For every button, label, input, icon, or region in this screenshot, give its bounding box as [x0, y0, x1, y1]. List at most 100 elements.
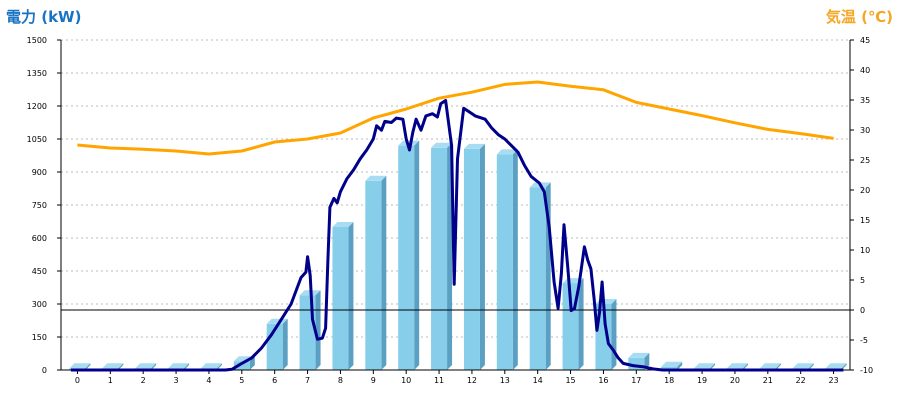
bar-front — [431, 147, 448, 370]
bar-side — [742, 363, 748, 370]
left-tick-label: 450 — [32, 267, 47, 276]
right-tick-label: 10 — [860, 246, 870, 255]
bar-side — [677, 361, 683, 370]
x-tick-label: 16 — [598, 376, 608, 385]
bar-top — [365, 175, 387, 181]
bar-top — [496, 149, 518, 155]
bar-top — [628, 352, 650, 358]
x-tick-label: 3 — [174, 376, 179, 385]
right-tick-label: -5 — [860, 336, 868, 345]
bar-15 — [562, 278, 584, 370]
bar-top — [661, 361, 683, 367]
bar-18 — [661, 361, 683, 370]
temperature-line — [77, 80, 834, 156]
bar-side — [282, 318, 288, 370]
right-tick-label: 40 — [860, 66, 870, 75]
bar-side — [184, 363, 190, 370]
x-tick-label: 17 — [631, 376, 641, 385]
x-tick-label: 15 — [565, 376, 575, 385]
x-tick-label: 20 — [730, 376, 740, 385]
series-lines — [70, 80, 844, 372]
right-tick-label: 15 — [860, 216, 870, 225]
bar-front — [496, 154, 513, 370]
x-tick-label: 0 — [75, 376, 80, 385]
x-tick-label: 23 — [828, 376, 838, 385]
right-tick-label: 0 — [860, 306, 865, 315]
left-tick-label: 150 — [32, 333, 47, 342]
bar-front — [398, 145, 415, 370]
bar-side — [808, 363, 814, 370]
left-tick-label: 600 — [32, 234, 47, 243]
bar-front — [233, 361, 250, 370]
bar-top — [792, 363, 814, 369]
bar-side — [644, 352, 650, 370]
bar-side — [381, 175, 387, 370]
bar-11 — [431, 142, 453, 370]
x-tick-label: 13 — [500, 376, 510, 385]
bar-side — [710, 363, 716, 370]
x-tick-label: 12 — [467, 376, 477, 385]
left-axis-title: 電力 (kW) — [6, 8, 81, 26]
x-tick-label: 19 — [697, 376, 707, 385]
x-tick-label: 8 — [338, 376, 343, 385]
right-tick-label: 5 — [860, 276, 865, 285]
x-tick-label: 2 — [141, 376, 146, 385]
x-tick-label: 18 — [664, 376, 674, 385]
x-tick-label: 6 — [272, 376, 277, 385]
bar-12 — [463, 143, 485, 370]
right-tick-label: 35 — [860, 96, 870, 105]
bar-top — [726, 363, 748, 369]
right-tick-label: 45 — [860, 36, 870, 45]
bar-top — [759, 363, 781, 369]
bar-top — [332, 222, 354, 227]
left-tick-label: 750 — [32, 201, 47, 210]
right-tick-label: 25 — [860, 156, 870, 165]
right-tick-label: 30 — [860, 126, 870, 135]
left-tick-label: 1200 — [27, 102, 47, 111]
power-line — [70, 99, 844, 372]
bar-9 — [365, 175, 387, 370]
bar-side — [841, 363, 847, 370]
bar-front — [661, 366, 678, 370]
x-tick-label: 9 — [371, 376, 376, 385]
left-tick-label: 1350 — [27, 69, 47, 78]
bar-side — [775, 363, 781, 370]
bar-side — [578, 278, 584, 370]
left-tick-label: 1500 — [27, 36, 47, 45]
bar-7 — [299, 290, 321, 370]
bar-front — [332, 227, 349, 370]
bar-top — [463, 143, 485, 149]
x-tick-label: 1 — [108, 376, 113, 385]
bar-13 — [496, 149, 518, 370]
bar-top — [825, 363, 847, 369]
bar-front — [529, 187, 546, 370]
x-tick-label: 4 — [206, 376, 211, 385]
bar-top — [431, 142, 453, 148]
bar-top — [168, 363, 190, 369]
bar-side — [447, 142, 453, 370]
bar-top — [102, 363, 124, 369]
bar-side — [118, 363, 124, 370]
bar-8 — [332, 222, 354, 370]
bar-side — [348, 222, 354, 370]
bar-top — [69, 363, 91, 369]
x-tick-label: 7 — [305, 376, 310, 385]
x-tick-label: 21 — [763, 376, 773, 385]
left-tick-label: 1050 — [27, 135, 47, 144]
right-tick-label: 20 — [860, 186, 870, 195]
right-axis-title: 気温 (℃) — [826, 8, 893, 26]
bar-front — [365, 180, 382, 370]
bar-front — [463, 148, 480, 370]
bar-10 — [398, 140, 420, 370]
bar-side — [151, 363, 157, 370]
bar-side — [512, 149, 518, 370]
left-tick-label: 900 — [32, 168, 47, 177]
bar-side — [414, 140, 420, 370]
bar-top — [200, 363, 222, 369]
left-tick-label: 300 — [32, 300, 47, 309]
x-tick-label: 14 — [533, 376, 543, 385]
x-tick-label: 10 — [401, 376, 411, 385]
x-tick-label: 22 — [796, 376, 806, 385]
bar-top — [694, 363, 716, 369]
